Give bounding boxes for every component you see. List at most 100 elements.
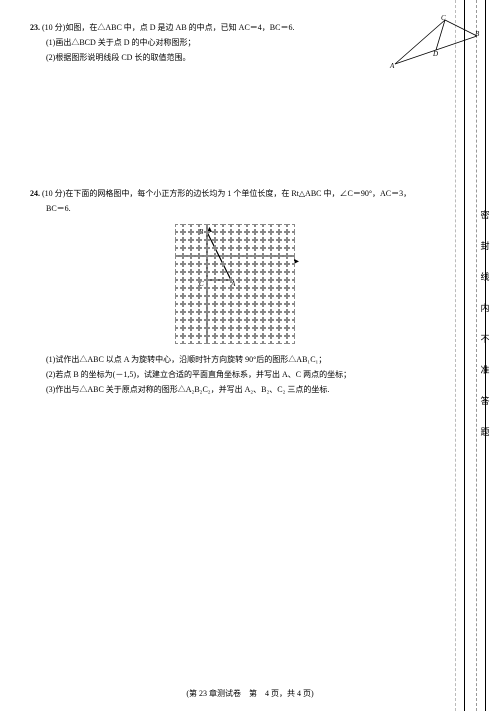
grid-cell	[175, 264, 183, 272]
grid-cell	[215, 304, 223, 312]
grid-cell	[183, 272, 191, 280]
grid-cell	[271, 224, 279, 232]
grid-cell	[279, 296, 287, 304]
grid-cell	[215, 280, 223, 288]
grid-cell	[199, 328, 207, 336]
grid-cell	[231, 240, 239, 248]
grid-cell	[223, 320, 231, 328]
grid-cell	[279, 328, 287, 336]
grid-cell	[287, 232, 295, 240]
grid-cell	[255, 296, 263, 304]
grid-cell	[239, 328, 247, 336]
grid-cell	[255, 272, 263, 280]
grid-cell	[255, 336, 263, 344]
grid-cell	[215, 328, 223, 336]
grid-cell	[239, 240, 247, 248]
grid-cell	[239, 264, 247, 272]
grid-cell	[223, 312, 231, 320]
grid-cell	[175, 240, 183, 248]
grid-cell	[271, 312, 279, 320]
grid-cell	[223, 288, 231, 296]
grid-cell	[247, 280, 255, 288]
grid-cell	[223, 280, 231, 288]
grid-cell	[239, 224, 247, 232]
label-A: A	[390, 60, 394, 73]
grid-cell	[207, 280, 215, 288]
grid-cell	[215, 336, 223, 344]
grid-cell	[271, 256, 279, 264]
grid-cell	[239, 304, 247, 312]
grid-cell	[199, 264, 207, 272]
grid-cell	[287, 320, 295, 328]
grid-cell	[223, 264, 231, 272]
grid-cell	[239, 320, 247, 328]
grid-cell	[239, 336, 247, 344]
grid-cell	[263, 272, 271, 280]
grid-cell	[215, 272, 223, 280]
grid-cell	[183, 256, 191, 264]
grid-cell	[279, 256, 287, 264]
grid-cell	[191, 320, 199, 328]
grid-cell	[207, 272, 215, 280]
label-B: B	[475, 28, 479, 41]
grid-cell	[287, 312, 295, 320]
grid-cell	[287, 280, 295, 288]
grid-cell	[223, 296, 231, 304]
problem-24-stem: 24. (10 分)在下面的网格图中，每个小正方形的边长均为 1 个单位长度，在…	[30, 186, 440, 201]
grid-cell	[191, 272, 199, 280]
grid-cell	[231, 256, 239, 264]
grid-cell	[247, 232, 255, 240]
grid-cell	[207, 256, 215, 264]
grid-cell	[231, 288, 239, 296]
grid-cell	[279, 272, 287, 280]
grid-cell	[279, 320, 287, 328]
grid-cell	[255, 288, 263, 296]
grid-cell	[199, 312, 207, 320]
problem-number: 23.	[30, 23, 40, 32]
grid-cell	[247, 248, 255, 256]
grid-cell	[287, 328, 295, 336]
problem-23-sub2: (2)根据图形说明线段 CD 长的取值范围。	[46, 50, 440, 65]
grid-cell	[207, 312, 215, 320]
grid-cell	[191, 264, 199, 272]
label-C: C	[441, 12, 446, 25]
problem-24: 24. (10 分)在下面的网格图中，每个小正方形的边长均为 1 个单位长度，在…	[30, 186, 440, 398]
grid-cell	[247, 264, 255, 272]
grid-cell	[223, 232, 231, 240]
grid-cell	[279, 248, 287, 256]
grid-cell	[287, 240, 295, 248]
grid-cell	[199, 272, 207, 280]
grid-cell	[191, 280, 199, 288]
problem-23-stem: 23. (10 分)如图，在△ABC 中，点 D 是边 AB 的中点，已知 AC…	[30, 20, 440, 35]
grid-cell	[271, 232, 279, 240]
grid-cell	[199, 256, 207, 264]
grid-cell	[175, 320, 183, 328]
grid-cell	[183, 248, 191, 256]
grid-cell	[255, 256, 263, 264]
grid-cell	[183, 232, 191, 240]
grid-cell	[183, 288, 191, 296]
grid-cell	[207, 232, 215, 240]
grid-cell	[175, 272, 183, 280]
grid-cell	[207, 288, 215, 296]
grid-cell	[223, 240, 231, 248]
grid-diagram-wrap: ▴ ▸ B C A	[30, 224, 440, 344]
grid-cell	[287, 336, 295, 344]
grid-cell	[239, 280, 247, 288]
problem-24-sub1: (1)试作出△ABC 以点 A 为旋转中心，沿顺时针方向旋转 90°后的图形△A…	[46, 352, 440, 367]
grid-cell	[263, 312, 271, 320]
grid-cell	[263, 248, 271, 256]
grid-cell	[231, 280, 239, 288]
grid-cell	[271, 272, 279, 280]
grid-cell	[263, 328, 271, 336]
grid-diagram: ▴ ▸ B C A	[175, 224, 295, 344]
grid-cell	[247, 304, 255, 312]
grid-cell	[231, 296, 239, 304]
grid-cell	[183, 312, 191, 320]
grid-cell	[287, 304, 295, 312]
grid-cell	[191, 304, 199, 312]
grid-cell	[199, 280, 207, 288]
grid-cell	[231, 336, 239, 344]
grid-cell	[223, 336, 231, 344]
grid-cell	[263, 280, 271, 288]
